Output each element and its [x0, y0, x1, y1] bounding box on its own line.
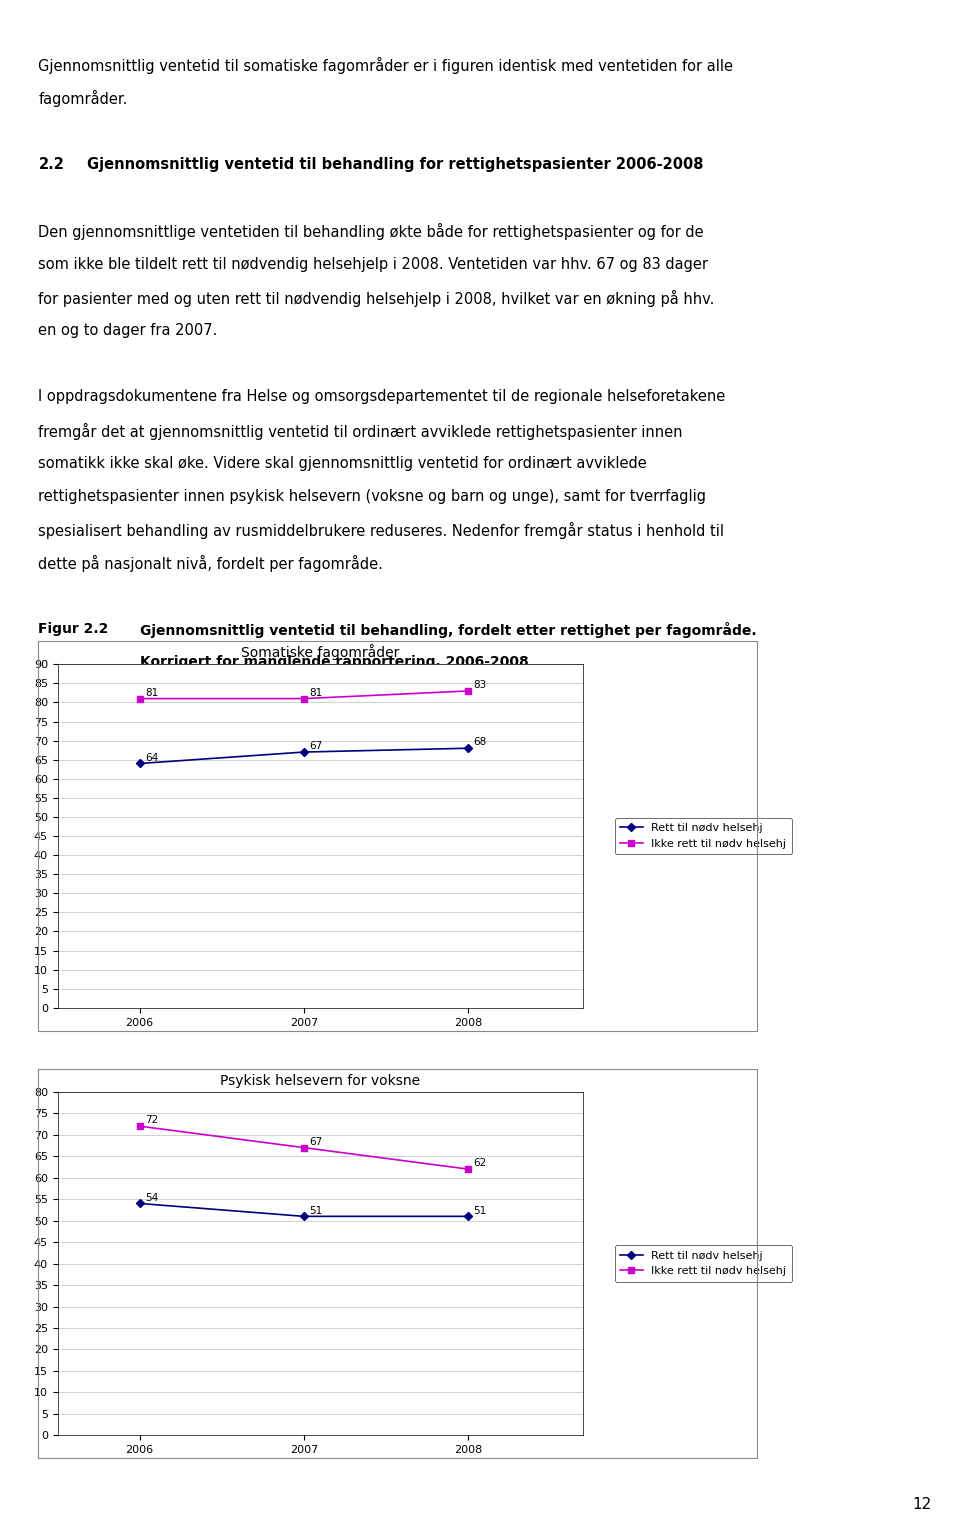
Text: 51: 51 — [473, 1206, 487, 1215]
Text: fremgår det at gjennomsnittlig ventetid til ordinært avviklede rettighetspasient: fremgår det at gjennomsnittlig ventetid … — [38, 423, 683, 440]
Rett til nødv helsehj — [133, 1194, 145, 1212]
Text: 64: 64 — [145, 753, 158, 762]
Text: som ikke ble tildelt rett til nødvendig helsehjelp i 2008. Ventetiden var hhv. 6: som ikke ble tildelt rett til nødvendig … — [38, 257, 708, 272]
Legend: Rett til nødv helsehj, Ikke rett til nødv helsehj: Rett til nødv helsehj, Ikke rett til nød… — [614, 817, 792, 855]
Text: 81: 81 — [145, 687, 158, 698]
Line: Rett til nødv helsehj: Rett til nødv helsehj — [137, 745, 470, 767]
Text: 54: 54 — [145, 1193, 158, 1203]
Rett til nødv helsehj — [462, 1208, 473, 1226]
Text: dette på nasjonalt nivå, fordelt per fagområde.: dette på nasjonalt nivå, fordelt per fag… — [38, 556, 383, 573]
Text: en og to dager fra 2007.: en og to dager fra 2007. — [38, 324, 218, 337]
Line: Ikke rett til nødv helsehj: Ikke rett til nødv helsehj — [137, 1124, 470, 1171]
Ikke rett til nødv helsehj — [133, 689, 145, 707]
Ikke rett til nødv helsehj — [133, 1116, 145, 1135]
Line: Ikke rett til nødv helsehj: Ikke rett til nødv helsehj — [137, 689, 470, 701]
Text: 72: 72 — [145, 1115, 158, 1125]
Line: Rett til nødv helsehj: Rett til nødv helsehj — [137, 1200, 470, 1219]
Text: Gjennomsnittlig ventetid til behandling for rettighetspasienter 2006-2008: Gjennomsnittlig ventetid til behandling … — [87, 157, 704, 173]
Text: 62: 62 — [473, 1159, 487, 1168]
Ikke rett til nødv helsehj — [298, 1139, 309, 1157]
Ikke rett til nødv helsehj — [298, 689, 309, 707]
Ikke rett til nødv helsehj — [462, 681, 473, 699]
Text: Den gjennomsnittlige ventetiden til behandling økte både for rettighetspasienter: Den gjennomsnittlige ventetiden til beha… — [38, 223, 704, 240]
Rett til nødv helsehj — [133, 754, 145, 773]
Text: 12: 12 — [912, 1496, 931, 1512]
Text: 51: 51 — [309, 1206, 323, 1215]
Ikke rett til nødv helsehj — [462, 1161, 473, 1179]
Text: Gjennomsnittlig ventetid til somatiske fagområder er i figuren identisk med vent: Gjennomsnittlig ventetid til somatiske f… — [38, 56, 733, 75]
Text: rettighetspasienter innen psykisk helsevern (voksne og barn og unge), samt for t: rettighetspasienter innen psykisk helsev… — [38, 489, 707, 504]
Text: Gjennomsnittlig ventetid til behandling, fordelt etter rettighet per fagområde.: Gjennomsnittlig ventetid til behandling,… — [140, 621, 756, 638]
Text: spesialisert behandling av rusmiddelbrukere reduseres. Nedenfor fremgår status i: spesialisert behandling av rusmiddelbruk… — [38, 522, 725, 539]
Text: 2.2: 2.2 — [38, 157, 64, 173]
Rett til nødv helsehj — [462, 739, 473, 757]
Title: Psykisk helsevern for voksne: Psykisk helsevern for voksne — [220, 1073, 420, 1087]
Text: 68: 68 — [473, 738, 487, 747]
Rett til nødv helsehj — [298, 1208, 309, 1226]
Rett til nødv helsehj — [298, 742, 309, 760]
Text: I oppdragsdokumentene fra Helse og omsorgsdepartementet til de regionale helsefo: I oppdragsdokumentene fra Helse og omsor… — [38, 389, 726, 405]
Text: for pasienter med og uten rett til nødvendig helsehjelp i 2008, hvilket var en ø: for pasienter med og uten rett til nødve… — [38, 290, 715, 307]
Text: fagområder.: fagområder. — [38, 90, 128, 107]
Text: 67: 67 — [309, 1138, 323, 1147]
Text: 81: 81 — [309, 687, 323, 698]
Legend: Rett til nødv helsehj, Ikke rett til nødv helsehj: Rett til nødv helsehj, Ikke rett til nød… — [614, 1245, 792, 1283]
Text: somatikk ikke skal øke. Videre skal gjennomsnittlig ventetid for ordinært avvikl: somatikk ikke skal øke. Videre skal gjen… — [38, 457, 647, 470]
Title: Somatiske fagområder: Somatiske fagområder — [241, 644, 399, 660]
Text: Figur 2.2: Figur 2.2 — [38, 621, 108, 635]
Text: Korrigert for manglende rapportering. 2006-2008: Korrigert for manglende rapportering. 20… — [140, 655, 529, 669]
Text: 83: 83 — [473, 680, 487, 690]
Text: 67: 67 — [309, 741, 323, 751]
